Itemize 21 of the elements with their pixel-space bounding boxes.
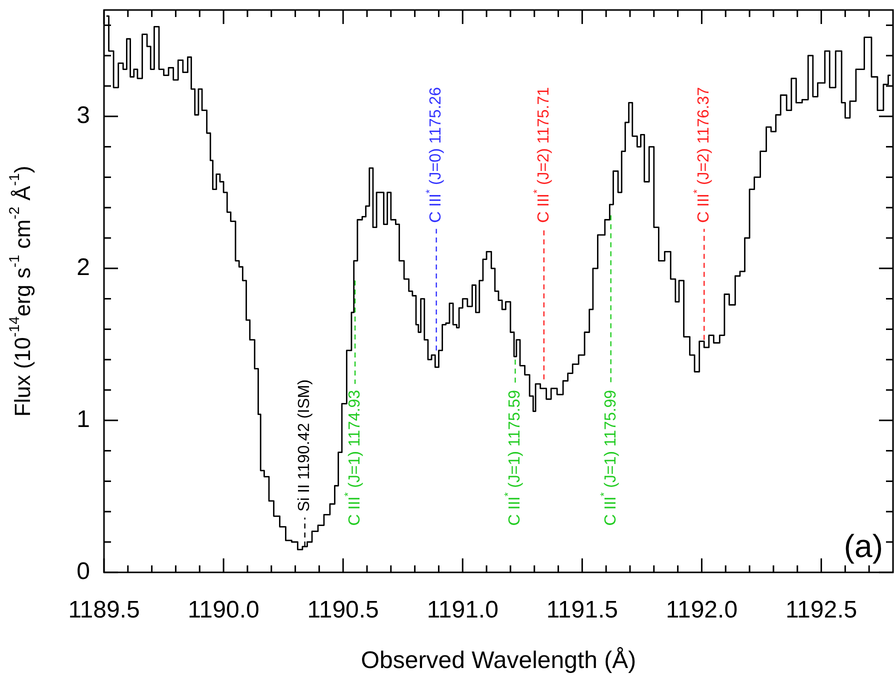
text: C III* (J=1) 1175.99 bbox=[599, 390, 620, 526]
y-tick-label: 0 bbox=[76, 558, 90, 586]
text: C III* (J=1) 1174.93 bbox=[344, 390, 364, 526]
text: C III* (J=1) 1175.59 bbox=[504, 390, 524, 526]
text: C III* (J=2) 1176.37 bbox=[692, 86, 713, 223]
x-tick-label: 1192.5 bbox=[785, 596, 858, 624]
text: C III* (J=2) 1175.71 bbox=[532, 86, 552, 223]
x-tick-label: 1192.0 bbox=[666, 596, 738, 624]
x-tick-label: 1191.0 bbox=[426, 596, 498, 624]
x-tick-label: 1189.5 bbox=[68, 596, 140, 624]
x-tick-label: 1190.0 bbox=[188, 596, 260, 624]
annotation: (a) bbox=[844, 528, 883, 564]
text: Si II 1190.42 (ISM) bbox=[296, 379, 314, 512]
text: C III* (J=0) 1175.26 bbox=[424, 86, 445, 223]
x-tick-label: 1191.5 bbox=[546, 596, 618, 624]
y-tick-label: 3 bbox=[76, 102, 90, 130]
y-tick-label: 2 bbox=[76, 254, 90, 282]
y-tick-label: 1 bbox=[76, 406, 90, 434]
x-axis-title: Observed Wavelength (Å) bbox=[360, 647, 636, 674]
text: Flux (10-14erg s-1 cm-2 Å-1) bbox=[7, 166, 36, 417]
x-tick-label: 1190.5 bbox=[307, 596, 379, 624]
